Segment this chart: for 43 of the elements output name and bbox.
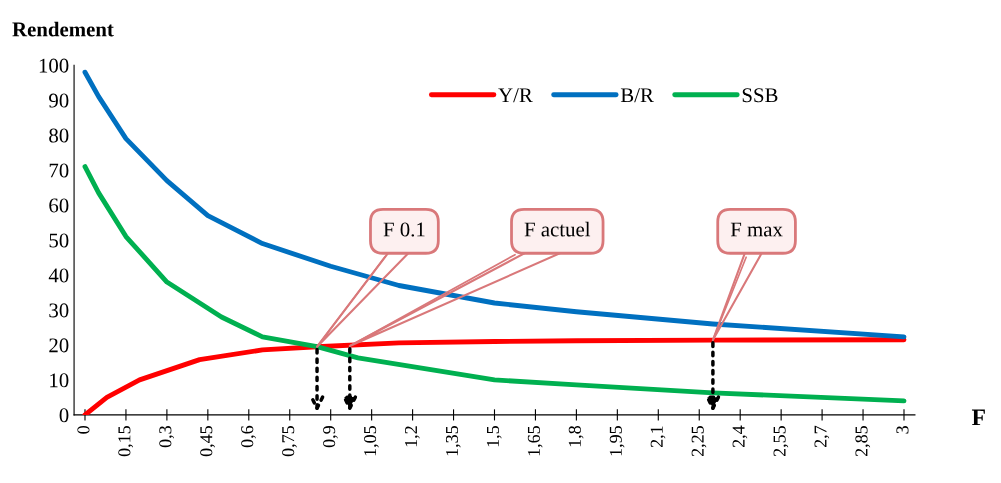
x-tick-label: 0,75 xyxy=(282,426,297,457)
x-tick-label: 2,4 xyxy=(732,425,748,448)
x-tick-label: 1,2 xyxy=(404,426,420,447)
x-tick-label: 3 xyxy=(896,426,909,434)
line-series xyxy=(82,69,907,340)
x-tick-label: 1,65 xyxy=(527,426,543,456)
x-tick-label: 0,45 xyxy=(200,426,215,457)
x-tick-label: 2,55 xyxy=(773,426,789,457)
y-tick-label: 0 xyxy=(59,408,69,423)
annotation: F max xyxy=(730,222,783,237)
y-tick-label: 90 xyxy=(49,93,69,108)
line-series xyxy=(82,337,907,415)
y-tick-label: 80 xyxy=(49,128,69,143)
legend-label: SSB xyxy=(742,88,778,103)
x-tick-label: 1,05 xyxy=(363,426,379,456)
y-tick-label: 60 xyxy=(49,198,69,213)
x-tick-label: 1,35 xyxy=(445,426,461,456)
annotation: F 0.1 xyxy=(383,222,425,237)
y-tick-label: 10 xyxy=(50,373,69,388)
annotation: F actuel xyxy=(524,221,591,237)
y-tick-label: 40 xyxy=(48,268,69,283)
x-tick-label: 0,3 xyxy=(159,426,175,448)
legend-label: B/R xyxy=(620,88,654,103)
x-tick-label: 0 xyxy=(77,426,90,434)
x-tick-label: 0,6 xyxy=(241,425,256,448)
x-axis-title: F xyxy=(971,409,985,426)
y-tick-label: 50 xyxy=(49,233,69,248)
x-tick-label: 2,1 xyxy=(650,426,666,448)
x-tick-label: 1,95 xyxy=(609,426,625,456)
y-tick-label: 70 xyxy=(49,163,69,178)
y-axis-title: Rendement xyxy=(12,21,114,37)
y-tick-label: 30 xyxy=(49,303,69,318)
x-tick-label: 0,9 xyxy=(323,426,338,448)
x-tick-label: 2,85 xyxy=(855,426,871,457)
x-tick-label: 1,8 xyxy=(568,426,584,447)
x-tick-label: 1,5 xyxy=(486,426,502,447)
y-tick-label: 20 xyxy=(49,338,69,353)
legend-label: Y/R xyxy=(498,88,533,103)
y-tick-label: 100 xyxy=(39,58,69,73)
x-tick-label: 0,15 xyxy=(118,426,134,457)
x-tick-label: 2,25 xyxy=(691,426,707,457)
x-tick-label: 2,7 xyxy=(814,425,830,448)
line-series xyxy=(82,164,907,404)
